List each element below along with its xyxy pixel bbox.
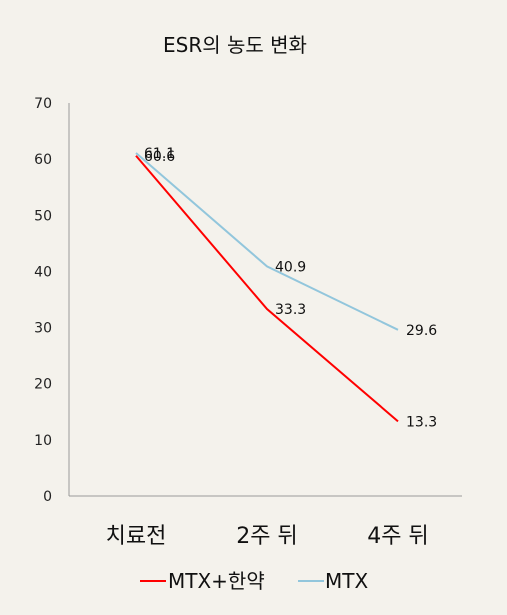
x-tick-label: 2주 뒤 (236, 524, 297, 549)
y-tick-label: 30 (34, 321, 52, 337)
data-label: 61.1 (144, 146, 175, 162)
data-label: 60.6 (144, 149, 175, 165)
data-label: 13.3 (406, 414, 437, 430)
y-tick-label: 40 (34, 264, 52, 280)
chart-title: ESR의 농도 변화 (163, 33, 307, 57)
series-line (135, 155, 399, 423)
data-label: 40.9 (275, 259, 306, 275)
y-tick-label: 0 (43, 489, 52, 505)
y-tick-label: 60 (34, 152, 52, 168)
legend-label: MTX (325, 569, 368, 593)
data-label: 29.6 (406, 323, 437, 339)
axes: 0 10 20 30 40 50 60 70 치료전 2주 뒤 4주 뒤 (34, 96, 462, 549)
y-tick-label: 20 (34, 377, 52, 393)
series-layer (135, 152, 399, 423)
data-label: 33.3 (275, 302, 306, 318)
y-tick-label: 70 (34, 96, 52, 112)
y-tick-label: 50 (34, 208, 52, 224)
legend-label: MTX+한약 (168, 569, 265, 593)
legend: MTX+한약 MTX (140, 569, 368, 593)
x-tick-label: 치료전 (106, 524, 167, 549)
data-labels: 60.6 33.3 13.3 61.1 40.9 29.6 (144, 146, 437, 430)
series-line (135, 152, 399, 331)
y-tick-label: 10 (34, 433, 52, 449)
x-tick-label: 4주 뒤 (367, 524, 428, 549)
